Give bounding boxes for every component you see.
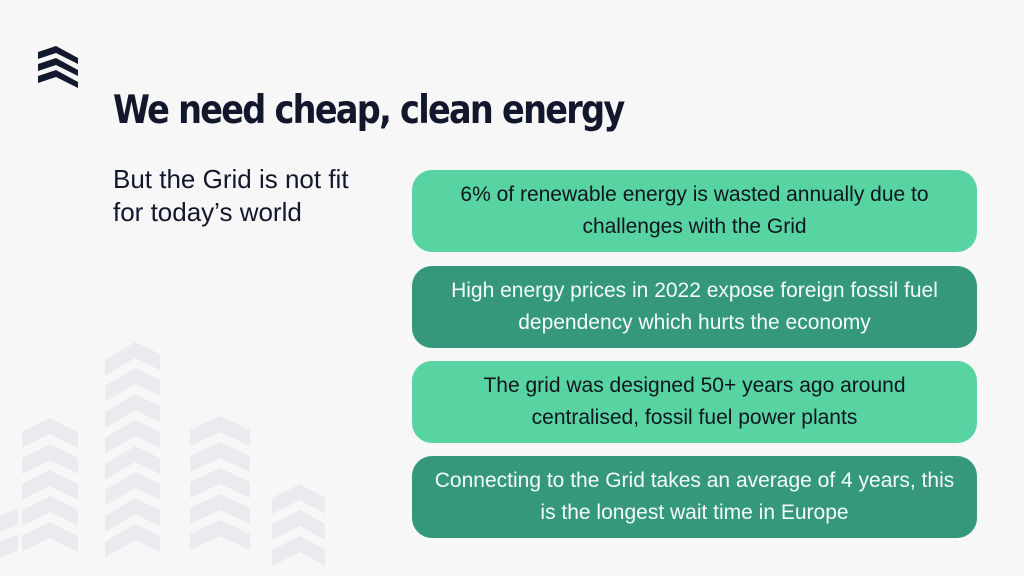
stacked-chevrons-logo-icon [38, 46, 78, 88]
building-skyline-watermark-icon [0, 342, 325, 566]
slide-title: We need cheap, clean energy [113, 88, 625, 133]
fact-card-energy-prices: High energy prices in 2022 expose foreig… [412, 266, 977, 348]
fact-card-renewable-waste: 6% of renewable energy is wasted annuall… [412, 170, 977, 252]
fact-card-connection-wait: Connecting to the Grid takes an average … [412, 456, 977, 538]
slide-subtitle: But the Grid is not fit for today’s worl… [113, 164, 349, 227]
fact-card-grid-design: The grid was designed 50+ years ago arou… [412, 361, 977, 443]
